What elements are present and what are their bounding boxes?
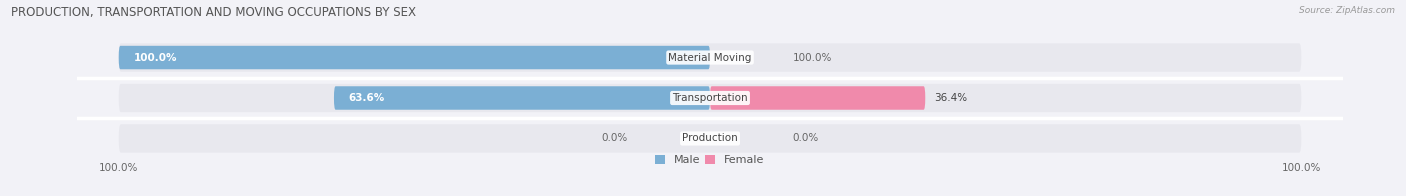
FancyBboxPatch shape xyxy=(118,43,1302,72)
FancyBboxPatch shape xyxy=(118,124,1302,153)
Text: Material Moving: Material Moving xyxy=(668,53,752,63)
Legend: Male, Female: Male, Female xyxy=(655,155,765,165)
FancyBboxPatch shape xyxy=(335,86,710,110)
FancyBboxPatch shape xyxy=(118,46,710,69)
Text: 36.4%: 36.4% xyxy=(934,93,967,103)
Text: PRODUCTION, TRANSPORTATION AND MOVING OCCUPATIONS BY SEX: PRODUCTION, TRANSPORTATION AND MOVING OC… xyxy=(11,6,416,19)
Text: 0.0%: 0.0% xyxy=(600,133,627,143)
Text: Production: Production xyxy=(682,133,738,143)
Text: 0.0%: 0.0% xyxy=(793,133,820,143)
FancyBboxPatch shape xyxy=(710,86,925,110)
FancyBboxPatch shape xyxy=(118,84,1302,112)
Text: Source: ZipAtlas.com: Source: ZipAtlas.com xyxy=(1299,6,1395,15)
Text: 63.6%: 63.6% xyxy=(349,93,385,103)
Text: Transportation: Transportation xyxy=(672,93,748,103)
Text: 100.0%: 100.0% xyxy=(793,53,832,63)
Text: 100.0%: 100.0% xyxy=(134,53,177,63)
